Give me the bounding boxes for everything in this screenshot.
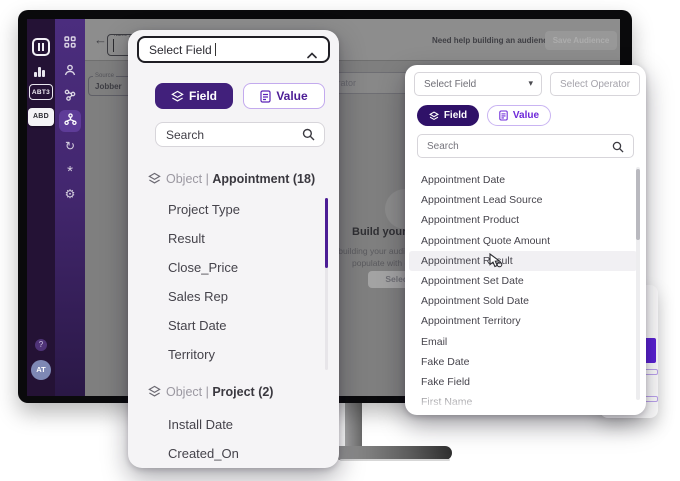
monitor-stand-base-rim [340,459,450,461]
input-edge-sliver [644,396,658,402]
field-select[interactable]: Select Field ▾ [414,72,542,96]
scrollbar-track[interactable] [325,198,328,370]
search-icon [612,140,624,158]
document-icon [260,89,271,103]
apply-button-sliver[interactable] [644,338,656,363]
audience-icon[interactable] [62,113,78,129]
scrollbar-track[interactable] [636,167,640,400]
field-tab[interactable]: Field [417,105,479,126]
search-placeholder: Search [166,128,205,142]
value-tab[interactable]: Value [487,105,551,126]
search-input[interactable]: Search [155,122,325,147]
list-item[interactable]: Appointment Date [421,174,506,186]
section-title: Project (2) [212,385,274,399]
text-cursor [113,39,114,52]
contacts-icon[interactable] [62,64,78,80]
scrollbar-thumb[interactable] [325,198,328,268]
object-section-header: Object | Appointment (18) [148,172,315,186]
sidebar-secondary: ↻ * ⚙ [55,19,85,396]
field-tab-label: Field [443,110,468,121]
avatar[interactable]: AT [31,360,51,380]
section-title: Appointment (18) [212,172,316,186]
combobox-value: Select Field [149,43,212,57]
search-icon [302,128,315,146]
value-tab-label: Value [512,110,540,121]
integrations-icon[interactable]: * [67,163,73,180]
source-field-label: Source [93,73,117,80]
list-item[interactable]: Install Date [168,417,234,432]
list-item[interactable]: Fake Date [421,356,470,368]
list-item[interactable]: Appointment Sold Date [421,295,529,307]
object-section-header: Object | Project (2) [148,385,273,399]
list-item[interactable]: Appointment Quote Amount [421,235,550,247]
list-item-hovered[interactable]: Appointment Result [409,251,637,271]
layers-icon [428,110,439,120]
text-cursor [215,43,216,56]
field-tab-label: Field [188,89,217,103]
empty-state-line1: Start building your audience and watch i… [318,246,472,256]
list-item[interactable]: Sales Rep [168,289,228,304]
layers-icon [148,385,161,397]
search-placeholder: Search [427,141,459,152]
network-icon[interactable] [62,89,78,105]
list-item[interactable]: Appointment Lead Source [421,194,543,206]
field-picker-panel: Select Field Field Value Search Object |… [128,30,339,468]
help-icon[interactable]: ? [35,339,47,351]
source-field: Source Jobber [88,73,132,96]
empty-state-line2: populate with contacts [352,258,437,268]
back-icon[interactable]: ← [94,32,107,47]
filter-builder-panel: Select Field ▾ Select Operator Field Val… [405,65,646,415]
analytics-icon[interactable] [34,66,48,77]
field-tab[interactable]: Field [155,83,233,109]
settings-icon[interactable]: ⚙ [64,187,76,201]
workspace-button-abd[interactable]: ABD [28,108,54,126]
operator-select-placeholder: Select Operator [560,79,631,90]
sync-icon[interactable]: ↻ [64,139,76,153]
active-nav-highlight [59,110,81,132]
select-field-combobox[interactable]: Select Field [137,36,330,63]
search-input[interactable]: Search [417,134,634,158]
chevron-down-icon: ▾ [528,78,533,88]
dashboard-icon[interactable] [62,36,78,52]
list-item[interactable]: Appointment Set Date [421,275,524,287]
section-prefix: Object | [166,385,209,399]
list-item[interactable]: Appointment Territory [421,315,521,327]
list-item[interactable]: Created_On [168,446,239,461]
list-item[interactable]: Result [168,231,205,246]
input-edge-sliver [644,369,658,375]
section-prefix: Object | [166,172,209,186]
help-link-text[interactable]: Need help building an audience? [432,36,557,45]
field-select-value: Select Field [424,79,477,90]
chevron-up-icon [307,46,317,64]
source-field-value: Jobber [95,82,122,91]
list-item[interactable]: Start Date [168,318,227,333]
list-item[interactable]: Territory [168,347,215,362]
list-item[interactable]: Appointment Product [421,214,520,226]
save-audience-button[interactable]: Save Audience [545,31,617,50]
monitor-stand-neck [345,396,362,450]
list-item[interactable]: Project Type [168,202,241,217]
operator-select[interactable]: Select Operator [550,72,640,96]
list-item[interactable]: Close_Price [168,260,239,275]
value-tab-label: Value [276,89,308,103]
layers-icon [171,90,184,102]
list-bottom-fade [407,399,644,415]
mouse-cursor [489,252,503,273]
list-item[interactable]: Email [421,336,448,348]
monitor-stand-base [338,446,452,460]
document-icon [499,110,508,121]
list-item[interactable]: Fake Field [421,376,471,388]
scrollbar-thumb[interactable] [636,169,640,240]
value-tab[interactable]: Value [243,83,325,109]
sidebar-primary: ABT3 ABD ? AT [27,19,55,396]
layers-icon [148,172,161,184]
workspace-button-abt3[interactable]: ABT3 [29,84,53,100]
hatch-logo-icon [32,38,50,56]
